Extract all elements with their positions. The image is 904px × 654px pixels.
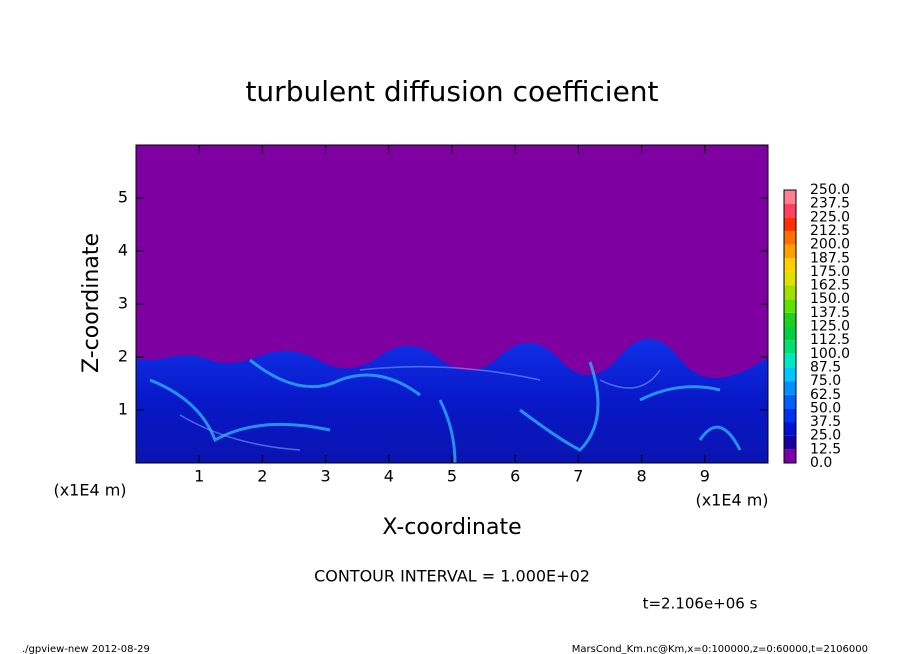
colorbar-label: 187.5 bbox=[810, 250, 850, 266]
colorbar-label: 112.5 bbox=[810, 332, 850, 348]
annotation: t=2.106e+06 s bbox=[643, 595, 758, 613]
colorbar-band bbox=[784, 299, 796, 313]
colorbar-band bbox=[784, 340, 796, 354]
colorbar-label: 175.0 bbox=[810, 264, 850, 280]
x-tick-label: 5 bbox=[447, 467, 457, 486]
colorbar-band bbox=[784, 285, 796, 300]
colorbar-label: 100.0 bbox=[810, 346, 850, 362]
colorbar-label: 200.0 bbox=[810, 237, 850, 253]
colorbar-label: 150.0 bbox=[810, 291, 850, 307]
colorbar-label: 237.5 bbox=[810, 196, 850, 212]
colorbar-label: 162.5 bbox=[810, 278, 850, 294]
colorbar-label: 75.0 bbox=[810, 373, 841, 389]
colorbar-label: 50.0 bbox=[810, 400, 841, 416]
x-tick-label: 6 bbox=[510, 467, 520, 486]
y-tick-label: 5 bbox=[118, 188, 128, 207]
colorbar-label: 225.0 bbox=[810, 209, 850, 225]
x-tick-label: 4 bbox=[384, 467, 394, 486]
colorbar-band bbox=[784, 422, 796, 436]
colorbar-band bbox=[784, 203, 796, 218]
colorbar-label: 125.0 bbox=[810, 319, 850, 335]
colorbar-band bbox=[784, 230, 796, 245]
x-tick-label: 2 bbox=[257, 467, 267, 486]
x-tick-label: 9 bbox=[700, 467, 710, 486]
colorbar-band bbox=[784, 271, 796, 286]
colorbar-band bbox=[784, 244, 796, 259]
x-tick-label: 8 bbox=[637, 467, 647, 486]
footer: MarsCond_Km.nc@Km,x=0:100000,z=0:60000,t… bbox=[572, 644, 868, 654]
y-tick-label: 3 bbox=[118, 294, 128, 313]
colorbar-label: 87.5 bbox=[810, 359, 841, 375]
colorbar-band bbox=[784, 381, 796, 395]
colorbar-label: 137.5 bbox=[810, 305, 850, 321]
colorbar-label: 25.0 bbox=[810, 428, 841, 444]
colorbar-label: 12.5 bbox=[810, 441, 841, 457]
x-tick-label: 1 bbox=[194, 467, 204, 486]
colorbar-band bbox=[784, 394, 796, 409]
colorbar-label: 0.0 bbox=[810, 455, 832, 471]
chart-title: turbulent diffusion coefficient bbox=[245, 75, 658, 108]
y-tick-label: 4 bbox=[118, 241, 128, 260]
x-tick-label: 7 bbox=[573, 467, 583, 486]
x-unit: (x1E4 m) bbox=[53, 481, 126, 500]
y-tick-label: 1 bbox=[118, 400, 128, 419]
colorbar-band bbox=[784, 258, 796, 272]
x-unit: (x1E4 m) bbox=[695, 491, 768, 510]
colorbar-label: 62.5 bbox=[810, 387, 841, 403]
colorbar-label: 212.5 bbox=[810, 223, 850, 239]
colorbar-band bbox=[784, 326, 796, 341]
colorbar-band bbox=[784, 217, 796, 231]
colorbar-band bbox=[784, 190, 796, 204]
x-axis-label: X-coordinate bbox=[382, 515, 521, 540]
colorbar-band bbox=[784, 408, 796, 423]
field bbox=[136, 145, 768, 464]
colorbar-band bbox=[784, 449, 796, 463]
annotation: CONTOUR INTERVAL = 1.000E+02 bbox=[314, 567, 590, 586]
y-axis-label: Z-coordinate bbox=[79, 233, 104, 373]
colorbar-label: 250.0 bbox=[810, 182, 850, 198]
colorbar-label: 37.5 bbox=[810, 414, 841, 430]
x-tick-label: 3 bbox=[321, 467, 331, 486]
colorbar-band bbox=[784, 312, 796, 327]
colorbar-frame bbox=[783, 189, 797, 464]
y-tick-label: 2 bbox=[118, 347, 128, 366]
colorbar-band bbox=[784, 435, 796, 450]
footer: ./gpview-new 2012-08-29 bbox=[22, 644, 150, 654]
colorbar-band bbox=[784, 353, 796, 368]
colorbar-band bbox=[784, 367, 796, 382]
